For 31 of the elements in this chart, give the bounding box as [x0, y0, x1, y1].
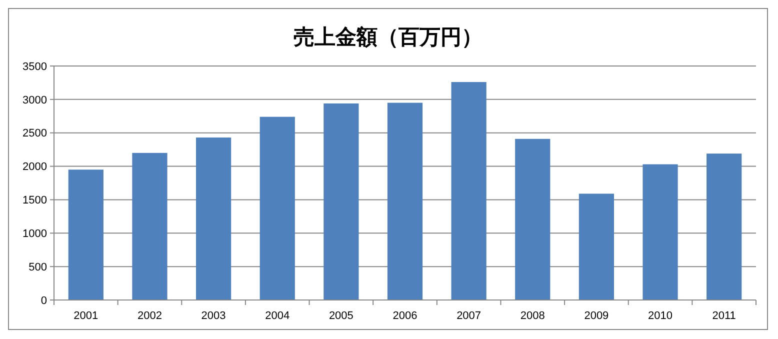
- bar: [260, 116, 295, 300]
- bar: [132, 152, 168, 300]
- y-tick-label: 2000: [22, 161, 47, 174]
- x-tick-label: 2004: [265, 310, 290, 322]
- x-tick-label: 2007: [456, 310, 482, 322]
- y-tick-label: 3000: [22, 94, 47, 106]
- bar: [578, 194, 614, 300]
- y-tick-label: 500: [28, 261, 47, 274]
- bar: [196, 138, 232, 300]
- x-tick-label: 2009: [584, 310, 609, 322]
- bar: [515, 138, 550, 300]
- x-tick-label: 2011: [712, 310, 736, 322]
- x-tick-label: 2002: [137, 310, 162, 322]
- x-tick-label: 2001: [74, 310, 98, 322]
- y-tick-label: 0: [40, 294, 47, 307]
- bar: [451, 82, 486, 300]
- bar: [706, 154, 742, 300]
- bar: [68, 170, 104, 300]
- x-tick-label: 2005: [328, 310, 354, 322]
- bar: [324, 103, 359, 300]
- x-tick-label: 2008: [520, 310, 545, 322]
- y-tick-label: 3500: [22, 60, 47, 73]
- chart-title: 売上金額（百万円）: [294, 25, 482, 49]
- x-tick-label: 2003: [201, 310, 226, 322]
- x-tick-label: 2006: [392, 310, 418, 322]
- x-tick-label: 2010: [648, 310, 673, 322]
- y-tick-label: 1500: [22, 194, 47, 207]
- bar: [642, 164, 678, 300]
- y-tick-label: 2500: [22, 128, 47, 140]
- bar: [387, 102, 423, 300]
- y-tick-label: 1000: [22, 228, 47, 240]
